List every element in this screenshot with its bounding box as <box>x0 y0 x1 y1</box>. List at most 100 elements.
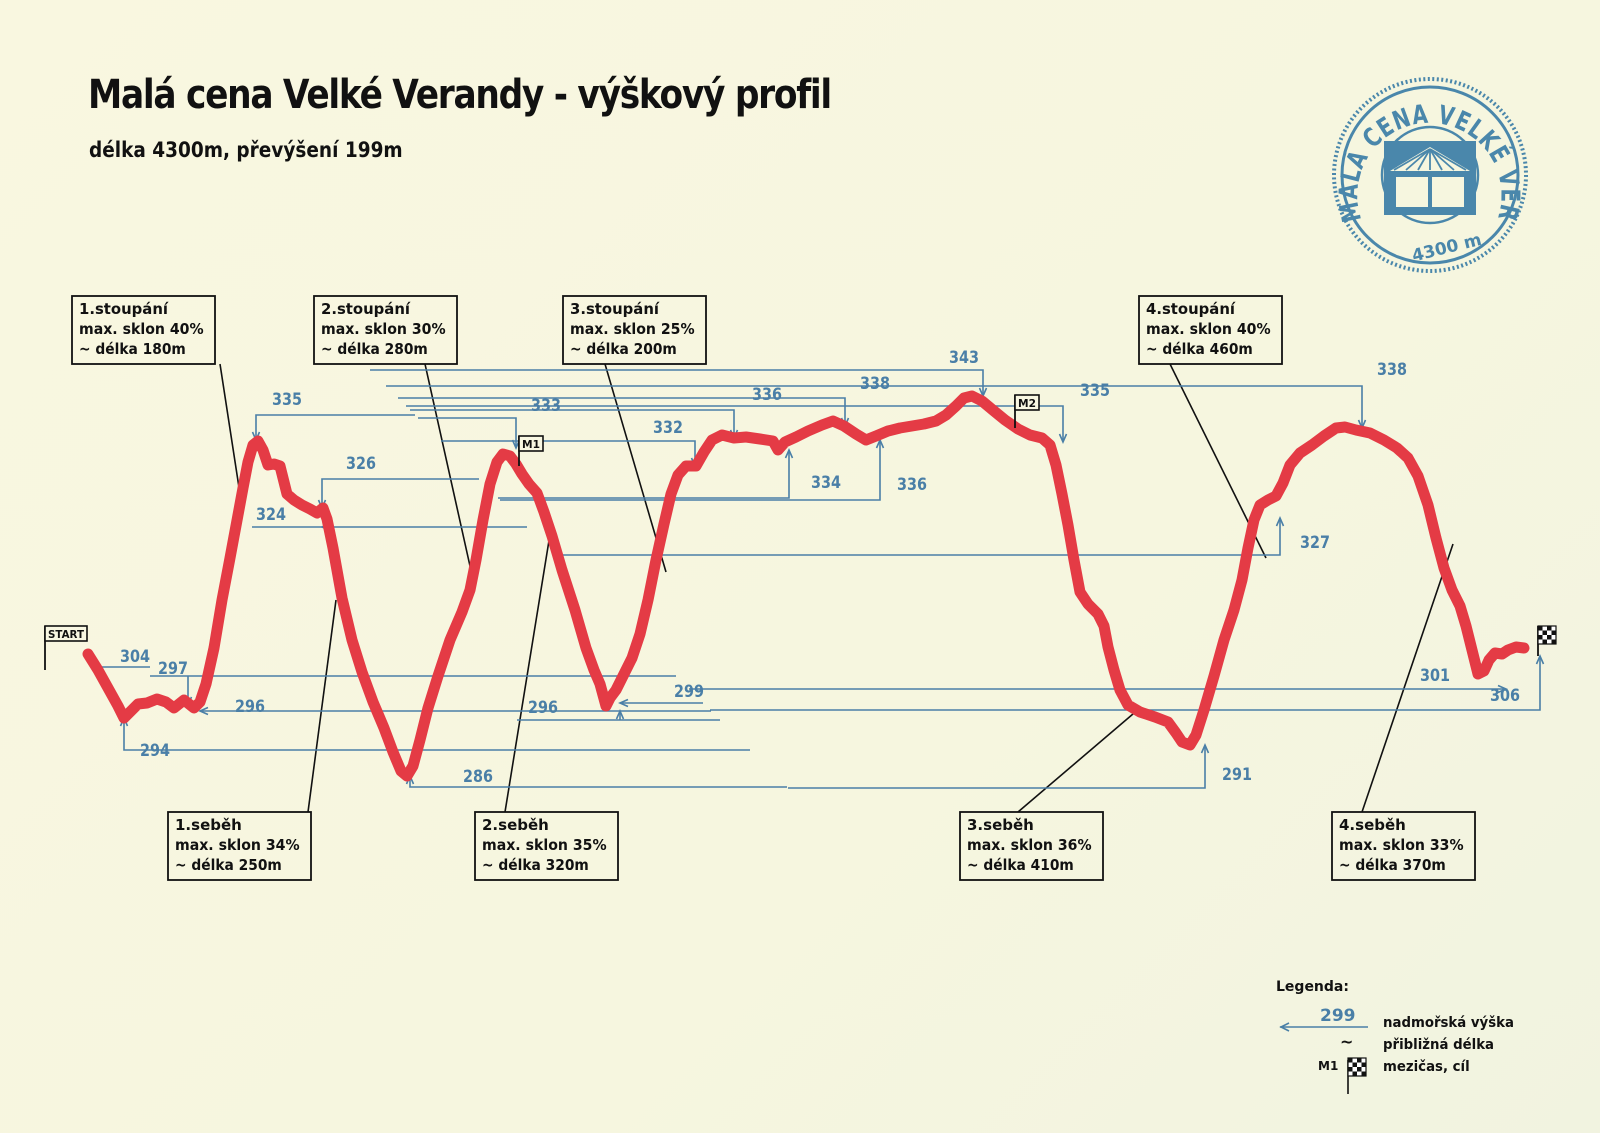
legend-title: Legenda: <box>1276 979 1349 995</box>
elevation-label: 327 <box>1300 533 1330 553</box>
elevation-label: 304 <box>120 647 150 667</box>
legend-m1: M1 <box>1318 1059 1339 1073</box>
elevation-label: 343 <box>949 348 979 368</box>
marker-leader <box>370 369 984 396</box>
callout-frame <box>71 295 216 365</box>
flag-check <box>1538 626 1543 631</box>
flag-label: START <box>48 628 84 641</box>
veranda-rafter <box>1429 148 1467 171</box>
badge-title-text: MALÁ CENA VELKÉ VERANDY <box>0 0 1524 225</box>
flag-check <box>1361 1071 1366 1076</box>
flag-check <box>1551 630 1556 635</box>
flag-cloth <box>44 625 88 642</box>
finish-flag <box>1537 625 1557 656</box>
callout-frame <box>562 295 707 365</box>
marker-leader <box>500 440 881 501</box>
callout-line: max. sklon 35% <box>482 836 607 854</box>
callout-line: max. sklon 25% <box>570 320 695 338</box>
callout-line: ~ délka 370m <box>1339 856 1446 874</box>
checkered-flag-icon <box>1347 1057 1367 1077</box>
elevation-label: 286 <box>463 767 493 787</box>
elevation-label: 334 <box>811 473 841 493</box>
elevation-label: 338 <box>1377 360 1407 380</box>
callout-line: ~ délka 280m <box>321 340 428 358</box>
flag-cloth <box>518 435 544 452</box>
elevation-marker-306: 306 <box>710 654 1545 711</box>
veranda-rafter <box>1429 148 1455 171</box>
badge-outer-ring <box>1332 77 1528 273</box>
veranda-rafter <box>1417 148 1431 171</box>
marker-arrow <box>784 448 794 459</box>
marker-leader <box>321 478 479 508</box>
elevation-marker-336: 336 <box>500 438 927 501</box>
marker-leader <box>398 397 846 426</box>
callout-line: max. sklon 36% <box>967 836 1092 854</box>
marker-leader <box>555 518 1281 556</box>
elevation-marker-334: 334 <box>498 448 841 499</box>
flag-check <box>1547 635 1552 640</box>
veranda-post <box>1428 177 1432 207</box>
callout-line: max. sklon 40% <box>1146 320 1271 338</box>
marker-arrow <box>1535 654 1545 665</box>
callout-box: 4.seběh max. sklon 33% ~ délka 370m <box>1331 811 1476 881</box>
callout-line: ~ délka 200m <box>570 340 677 358</box>
callout-frame <box>313 295 458 365</box>
elevation-label: 306 <box>1490 686 1520 706</box>
marker-arrow <box>198 706 209 716</box>
elevation-marker-291: 291 <box>788 743 1252 789</box>
flag-label: M2 <box>1018 397 1036 410</box>
callout-line: ~ délka 250m <box>175 856 282 874</box>
callout-line: 3.seběh <box>967 816 1034 834</box>
start-flag: START <box>44 625 88 670</box>
legend-sample-value: 299 <box>1320 1006 1356 1026</box>
callout-box: 2.stoupání max. sklon 30% ~ délka 280m <box>313 295 458 365</box>
callout-line: max. sklon 30% <box>321 320 446 338</box>
flag-check <box>1361 1062 1366 1067</box>
flag-label: M1 <box>522 438 540 451</box>
elevation-marker-327: 327 <box>555 516 1330 556</box>
callout-line: 4.stoupání <box>1146 300 1236 318</box>
legend: 299 <box>1279 1006 1368 1094</box>
marker-leader <box>406 405 1064 442</box>
callout-connector <box>1361 543 1454 813</box>
callout-frame <box>959 811 1104 881</box>
elevation-label: 332 <box>653 418 683 438</box>
callout-connector <box>307 599 337 813</box>
callout-connectors <box>219 363 1454 813</box>
marker-leader <box>150 675 676 705</box>
marker-leader <box>441 440 696 466</box>
callout-box: 4.stoupání max. sklon 40% ~ délka 460m <box>1138 295 1283 365</box>
marker-leader <box>517 711 720 721</box>
profile-line-layer <box>82 390 1530 782</box>
callout-line: 4.seběh <box>1339 816 1406 834</box>
callout-box: 3.seběh max. sklon 36% ~ délka 410m <box>959 811 1104 881</box>
callout-line: 1.seběh <box>175 816 242 834</box>
elevation-marker-336: 336 <box>410 385 782 440</box>
elevation-label: 335 <box>1080 381 1110 401</box>
m1-flag: M1 <box>518 435 544 466</box>
callout-connector <box>219 363 241 495</box>
callout-box: 3.stoupání max. sklon 25% ~ délka 200m <box>562 295 707 365</box>
elevation-label: 291 <box>1222 765 1252 785</box>
callout-line: max. sklon 33% <box>1339 836 1464 854</box>
elevation-marker-304: 304 <box>94 647 150 668</box>
callout-line: 3.stoupání <box>570 300 660 318</box>
marker-leader <box>498 450 790 499</box>
flag-check <box>1551 639 1556 644</box>
marker-leader <box>123 718 750 751</box>
callout-line: ~ délka 180m <box>79 340 186 358</box>
callout-frame <box>1331 811 1476 881</box>
race-badge: MALÁ CENA VELKÉ VERANDY4300 m <box>0 0 1528 273</box>
split-flags: START M1 M2 <box>44 394 1557 670</box>
flag-cloth <box>1014 394 1040 411</box>
legend-finish-flag <box>1347 1057 1367 1094</box>
badge-inner-ring <box>1380 125 1480 225</box>
legend-elevation-label: nadmořská výška <box>1383 1015 1514 1031</box>
elevation-marker-296: 296 <box>517 698 720 721</box>
veranda-rafter <box>1393 148 1431 171</box>
callout-line: ~ délka 410m <box>967 856 1074 874</box>
flag-check <box>1538 635 1543 640</box>
page-subtitle: délka 4300m, převýšení 199m <box>89 138 403 162</box>
page-title: Malá cena Velké Verandy - výškový profil <box>88 72 832 118</box>
